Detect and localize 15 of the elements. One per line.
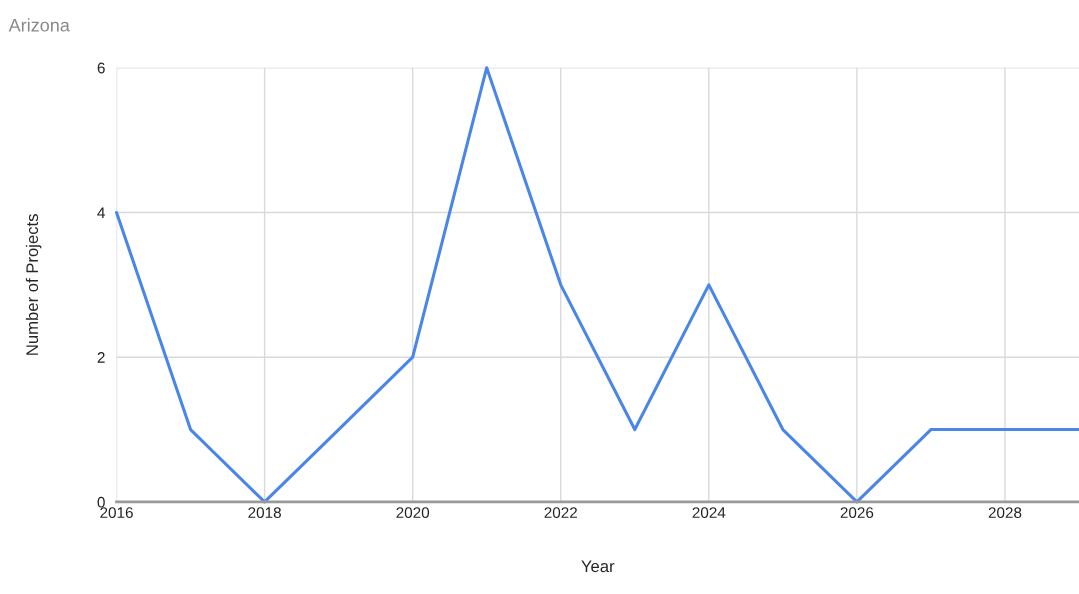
- x-tick-label: 2020: [396, 507, 430, 519]
- y-tick-label: 0: [97, 496, 105, 508]
- x-tick-label: 2022: [544, 507, 577, 519]
- y-tick-label: 2: [97, 352, 105, 363]
- line-series: [115, 66, 1079, 504]
- x-tick-label: 2028: [988, 507, 1022, 519]
- x-tick-label: 2018: [248, 507, 281, 519]
- x-tick-label: 2026: [840, 507, 874, 519]
- y-axis-title: Number of Projects: [25, 214, 42, 355]
- y-tick-label: 6: [97, 62, 105, 74]
- x-axis-title: Year: [581, 560, 615, 573]
- chart-subtitle: Arizona: [8, 18, 70, 32]
- y-tick-label: 4: [97, 207, 105, 218]
- x-tick-label: 2016: [100, 507, 133, 519]
- x-tick-label: 2024: [692, 507, 726, 519]
